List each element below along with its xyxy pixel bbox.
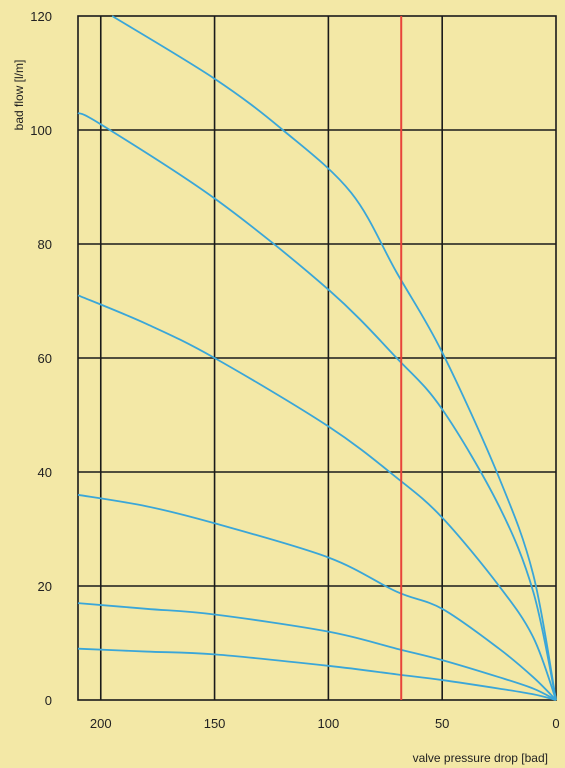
y-axis-label: bad flow [l/m] bbox=[12, 60, 26, 131]
flow-curve-2 bbox=[77, 112, 557, 701]
y-tick-120: 120 bbox=[30, 9, 52, 24]
x-axis-label: valve pressure drop [bad] bbox=[413, 751, 548, 765]
y-tick-80: 80 bbox=[38, 237, 52, 252]
flow-curve-4 bbox=[77, 493, 557, 701]
grid bbox=[77, 15, 557, 701]
y-tick-100: 100 bbox=[30, 123, 52, 138]
y-tick-0: 0 bbox=[45, 693, 52, 708]
x-tick-150: 150 bbox=[204, 716, 226, 731]
x-tick-100: 100 bbox=[318, 716, 340, 731]
x-tick-0: 0 bbox=[552, 716, 559, 731]
flow-curves bbox=[77, 15, 557, 701]
y-tick-20: 20 bbox=[38, 579, 52, 594]
y-tick-40: 40 bbox=[38, 465, 52, 480]
flow-curve-3 bbox=[77, 294, 557, 701]
x-tick-50: 50 bbox=[435, 716, 449, 731]
flow-curve-5 bbox=[77, 602, 557, 701]
x-tick-200: 200 bbox=[90, 716, 112, 731]
flow-curve-6 bbox=[77, 647, 557, 701]
tick-labels: 0 20 40 60 80 100 120 200 150 100 50 0 bbox=[30, 9, 559, 731]
y-tick-60: 60 bbox=[38, 351, 52, 366]
